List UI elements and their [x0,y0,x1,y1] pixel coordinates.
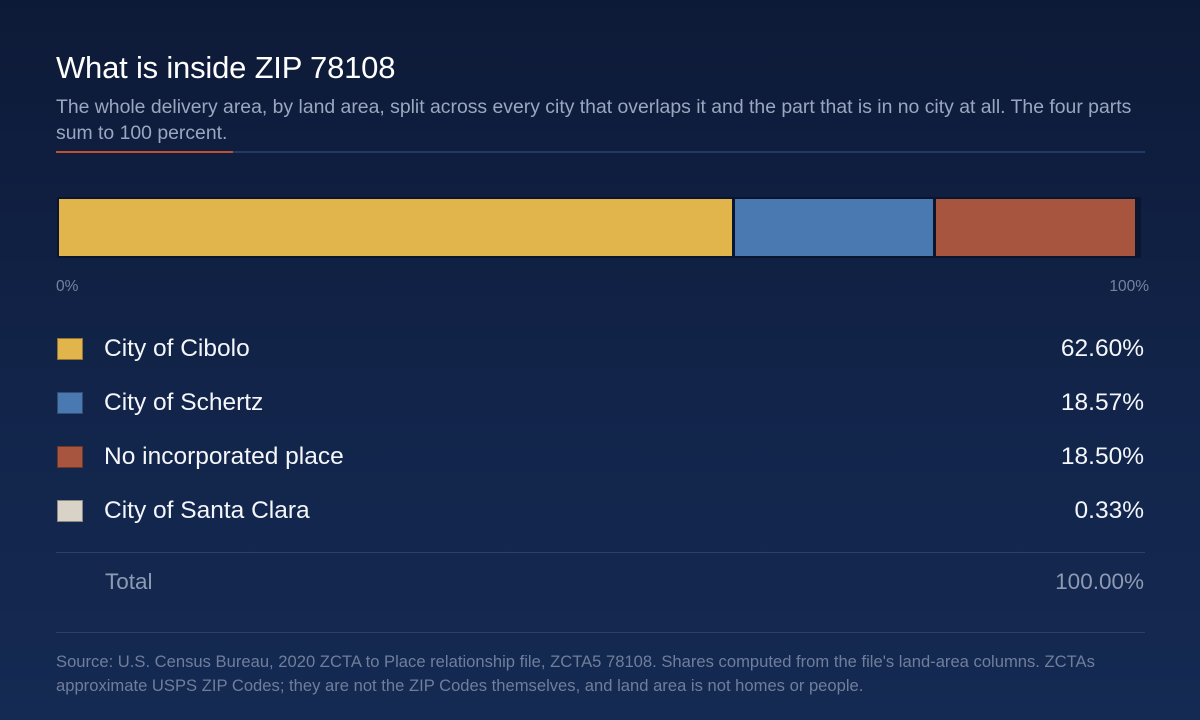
legend-swatch [57,392,83,414]
legend-label: City of Santa Clara [104,497,310,524]
axis-label-end: 100% [1109,278,1149,295]
legend-row: City of Santa Clara 0.33% [56,495,1144,531]
legend-label: City of Cibolo [104,335,250,362]
total-row: Total 100.00% [56,566,1144,600]
legend-label: City of Schertz [104,389,264,416]
bar-segment-1 [735,199,933,256]
legend-value: 18.50% [1060,443,1144,470]
source-note: Source: U.S. Census Bureau, 2020 ZCTA to… [56,652,1095,695]
legend-row: No incorporated place 18.50% [56,441,1144,477]
total-value: 100.00% [1055,569,1144,594]
legend-label: No incorporated place [104,443,344,470]
stacked-bar [57,197,1141,258]
legend-value: 62.60% [1060,335,1144,362]
legend-swatch [57,446,83,468]
title-rule-accent [56,151,233,153]
bar-segment-0 [59,199,733,256]
legend-swatch [57,500,83,522]
total-label: Total [105,569,153,594]
legend-row: City of Cibolo 62.60% [56,333,1144,369]
title-rule [56,151,1145,153]
legend-value: 0.33% [1074,497,1144,524]
source-divider [56,632,1145,633]
axis-label-start: 0% [56,278,79,295]
legend-row: City of Schertz 18.57% [56,387,1144,423]
legend-swatch [57,338,83,360]
legend-value: 18.57% [1060,389,1144,416]
chart-title: What is inside ZIP 78108 [56,50,396,85]
chart-subtitle: The whole delivery area, by land area, s… [56,96,1132,144]
total-divider [56,552,1145,553]
bar-segment-2 [935,199,1136,256]
